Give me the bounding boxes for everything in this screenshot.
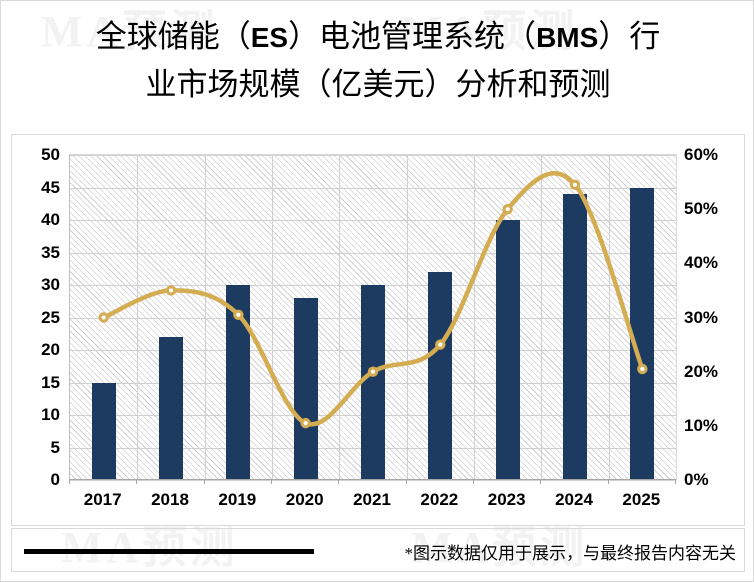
y-tick-right-60: 60% bbox=[684, 145, 719, 164]
marker-core-2025 bbox=[640, 366, 645, 372]
y-tick-left-25: 25 bbox=[41, 307, 60, 327]
bar-2023 bbox=[495, 220, 520, 480]
gridline-horizontal bbox=[70, 187, 676, 189]
y-tick-left-15: 15 bbox=[41, 372, 60, 392]
gridline-vertical bbox=[339, 155, 341, 480]
y-tick-left-5: 5 bbox=[50, 437, 60, 457]
x-tick-2018: 2018 bbox=[151, 490, 189, 509]
bar-2018 bbox=[159, 337, 183, 480]
chart-plot-frame: 0 5 10 15 20 25 30 35 40 45 50 0% 10% 20% 30% 40% 50% 60… bbox=[11, 134, 745, 526]
y-tick-right-10: 10% bbox=[684, 415, 719, 435]
x-tick-2020: 2020 bbox=[285, 490, 324, 509]
y-tick-right-40: 40% bbox=[684, 253, 719, 273]
x-tickmark-2019 bbox=[203, 479, 205, 484]
line-series bbox=[98, 171, 648, 429]
gridline-horizontal bbox=[70, 480, 676, 481]
gridline-vertical bbox=[137, 155, 139, 480]
gridline-vertical bbox=[541, 155, 543, 480]
x-tickmark-2018 bbox=[136, 479, 138, 484]
bar-2025 bbox=[630, 187, 655, 480]
x-axis-line bbox=[70, 479, 676, 480]
title-text: ）行 bbox=[598, 19, 661, 54]
y-tick-left-0: 0 bbox=[50, 470, 60, 489]
footer-note: *图示数据仅用于展示，与最终报告内容无关 bbox=[404, 544, 737, 563]
bar-2020 bbox=[293, 298, 318, 480]
gridline-horizontal bbox=[70, 220, 676, 221]
y-tick-right-20: 20% bbox=[684, 361, 719, 381]
y-tick-left-40: 40 bbox=[41, 210, 60, 229]
x-tick-2022: 2022 bbox=[420, 490, 459, 509]
growth-rate-line bbox=[101, 171, 645, 427]
y-tick-right-50: 50% bbox=[684, 199, 719, 219]
gridline-vertical bbox=[204, 155, 206, 480]
x-tick-2021: 2021 bbox=[353, 490, 391, 509]
bar-2021 bbox=[361, 285, 385, 480]
marker-core-2021 bbox=[370, 369, 376, 374]
y-tick-left-10: 10 bbox=[41, 405, 60, 424]
marker-core-2018 bbox=[168, 288, 174, 293]
y-tick-left-45: 45 bbox=[41, 177, 60, 197]
x-tickmark-2023 bbox=[473, 479, 474, 484]
bar-2017 bbox=[91, 382, 116, 480]
marker-core-2022 bbox=[438, 342, 443, 347]
x-tickmark-end bbox=[675, 479, 676, 484]
x-tick-2017: 2017 bbox=[83, 490, 122, 509]
y-tick-left-30: 30 bbox=[41, 275, 60, 294]
x-tick-2019: 2019 bbox=[218, 490, 257, 509]
title-text: 全球储能（ bbox=[95, 19, 251, 54]
y-tick-left-50: 50 bbox=[41, 145, 60, 164]
title-line-2: 业市场规模（亿美元）分析和预测 bbox=[145, 67, 611, 102]
y-tick-right-0: 0% bbox=[684, 470, 709, 489]
title-acronym-bms: BMS bbox=[536, 22, 599, 53]
footer-rule bbox=[24, 549, 314, 554]
marker-core-2019 bbox=[236, 312, 241, 317]
gridline-horizontal bbox=[70, 252, 676, 254]
marker-core-2020 bbox=[303, 421, 308, 426]
gridline-vertical bbox=[474, 155, 475, 480]
bar-2022 bbox=[428, 272, 453, 480]
x-tickmark-2022 bbox=[405, 479, 407, 484]
x-tickmark-2025 bbox=[607, 479, 609, 484]
x-tickmark-2017 bbox=[69, 479, 70, 484]
plot-area bbox=[69, 154, 677, 481]
marker-core-2017 bbox=[101, 315, 106, 320]
x-tick-2023: 2023 bbox=[487, 490, 526, 509]
x-tick-2025: 2025 bbox=[622, 490, 661, 509]
gridline-vertical bbox=[608, 155, 610, 480]
title-text: ）电池管理系统（ bbox=[288, 19, 537, 54]
chart-footnote-bar: *图示数据仅用于展示，与最终报告内容无关 bbox=[11, 528, 745, 572]
x-tick-2024: 2024 bbox=[555, 490, 593, 509]
gridline-horizontal bbox=[70, 155, 676, 156]
gridline-vertical bbox=[406, 155, 408, 480]
title-line-1: 全球储能（ES）电池管理系统（BMS）行 bbox=[96, 19, 661, 54]
chart-title: 全球储能（ES）电池管理系统（BMS）行 业市场规模（亿美元）分析和预测 bbox=[25, 13, 731, 108]
y-tick-right-30: 30% bbox=[684, 307, 719, 327]
gridline-vertical bbox=[272, 155, 273, 480]
marker-core-2024 bbox=[572, 182, 578, 187]
x-tickmark-2021 bbox=[338, 479, 340, 484]
title-acronym-es: ES bbox=[250, 22, 289, 53]
bar-2024 bbox=[563, 194, 587, 480]
line-markers bbox=[98, 179, 648, 429]
x-tickmark-2024 bbox=[540, 479, 542, 484]
y-tick-left-20: 20 bbox=[41, 340, 60, 359]
x-tickmark-2020 bbox=[271, 479, 272, 484]
y-tick-left-35: 35 bbox=[41, 242, 60, 262]
marker-core-2023 bbox=[505, 207, 510, 212]
